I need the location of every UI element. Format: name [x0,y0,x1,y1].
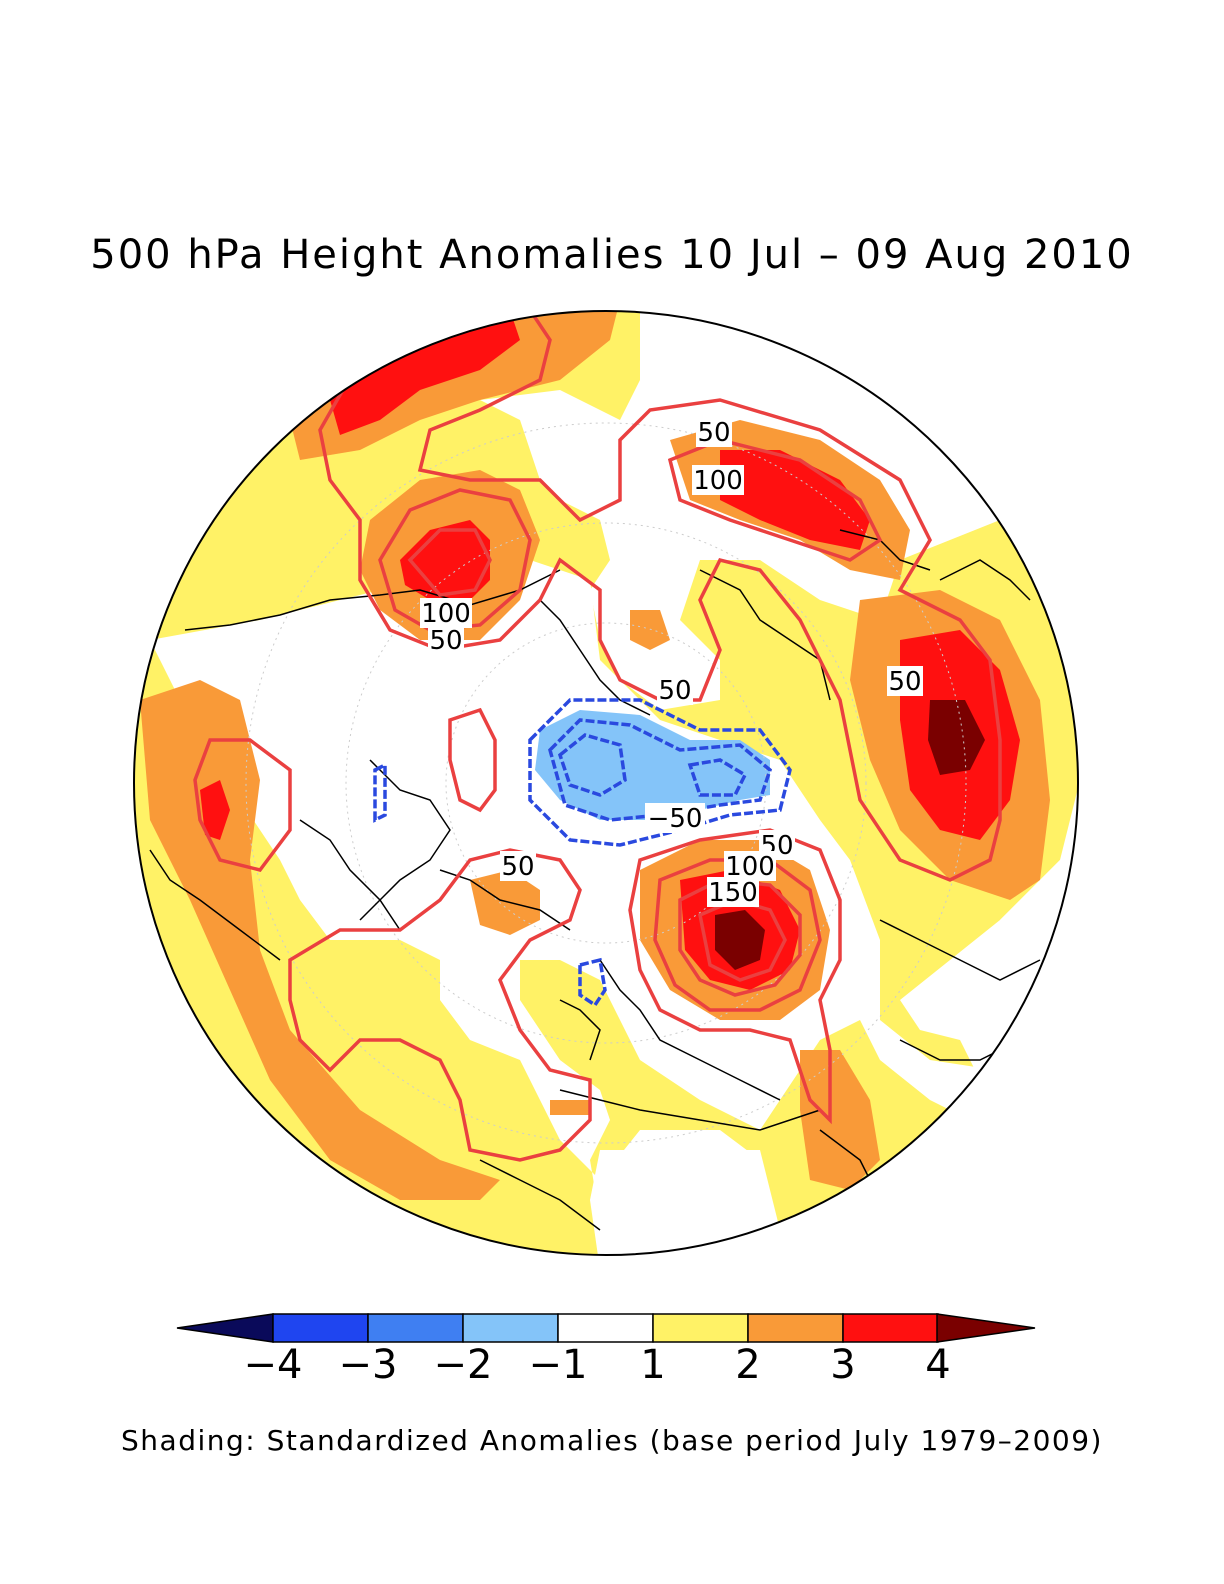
coast-scandinavia [599,959,781,1101]
coast-siberia-e [539,599,651,716]
orange-asia-south [800,1050,880,1190]
contour-100-chukchi [667,438,883,562]
label-alaska-50: 50 [429,626,462,656]
label-atlantic-50: 50 [501,852,534,882]
coast-africa [479,1159,601,1231]
label-chukchi-50: 50 [658,676,691,706]
contour-neg-canada [373,762,387,823]
orange-small-atlantic [550,1100,590,1115]
colorbar-tick-6: 3 [830,1342,855,1388]
contour-neg100-arctic [548,718,773,822]
colorbar-cell-6 [747,1313,844,1343]
red-chukchi [720,450,870,550]
colorbar-cell-3 [462,1313,559,1343]
red-alaska [400,520,490,600]
darkred-russia [715,910,765,970]
coast-mediterranean [559,1089,821,1131]
coastlines [149,529,1041,1231]
map-disk [134,311,1078,1255]
colorbar-tick-5: 2 [735,1342,760,1388]
white-central [150,560,1078,1240]
label-alaska-100: 100 [421,599,471,629]
contour-150-alaska [407,528,492,597]
contour-neg150-arctic-a [557,733,627,797]
label-n-pacific-100: 100 [693,466,743,496]
coast-uk [559,999,601,1061]
coast-usa [149,849,281,961]
graticule [245,422,967,1144]
red-n-pacific [330,311,520,435]
disk-border [133,310,1079,1256]
contour-neg150-arctic-b [687,758,748,797]
coast-greenland [439,869,571,931]
caption: Shading: Standardized Anomalies (base pe… [121,1424,1103,1457]
contour-50-arctic-w [448,707,497,813]
coast-canada [359,759,451,921]
colorbar-cell-4 [557,1313,654,1343]
contours-negative [373,698,792,1008]
contour-neg-uk [578,957,607,1008]
colorbar: −4 −3 −2 −1 1 2 3 4 [176,1313,1036,1388]
label-russia-150: 150 [708,878,758,908]
red-europe [200,780,230,840]
contour-neg50-arctic [528,698,792,847]
contour-50-ring-pacific [318,311,1002,882]
coast-hudson [299,819,401,931]
colorbar-cell-2 [367,1313,464,1343]
darkred-n-america [928,700,985,775]
white-africa [590,1150,780,1255]
colorbar-cell-5 [652,1313,749,1343]
shade-dark-red [715,700,985,970]
colorbar-arrow-left [176,1313,274,1343]
contour-50-atlantic [288,848,592,1162]
chart-title: 500 hPa Height Anomalies 10 Jul – 09 Aug… [90,232,1134,278]
colorbar-tick-0: −4 [244,1342,303,1388]
colorbar-ticks: −4 −3 −2 −1 1 2 3 4 [244,1342,951,1388]
contour-50-europe [193,738,292,872]
colorbar-arrow-right [936,1313,1036,1343]
label-n-america-50: 50 [888,667,921,697]
contour-50-russia [628,828,842,1125]
colorbar-cells [272,1313,939,1343]
orange-greenland [470,870,540,935]
contour-100-alaska [378,488,532,632]
coast-alaska [184,569,561,631]
colorbar-tick-2: −2 [434,1342,493,1388]
orange-small-chukchi [630,610,670,650]
colorbar-tick-1: −3 [339,1342,398,1388]
coast-siberia-s [879,919,1041,981]
colorbar-tick-7: 4 [925,1342,950,1388]
contour-labels: 50 100 100 50 50 50 −50 50 100 150 50 [420,417,923,908]
label-n-pacific-50: 50 [697,418,730,448]
coast-japan [939,559,1031,601]
colorbar-cell-7 [842,1313,939,1343]
colorbar-tick-3: −1 [529,1342,588,1388]
label-arctic-neg50: −50 [648,804,703,834]
colorbar-tick-4: 1 [640,1342,665,1388]
colorbar-cell-1 [272,1313,369,1343]
